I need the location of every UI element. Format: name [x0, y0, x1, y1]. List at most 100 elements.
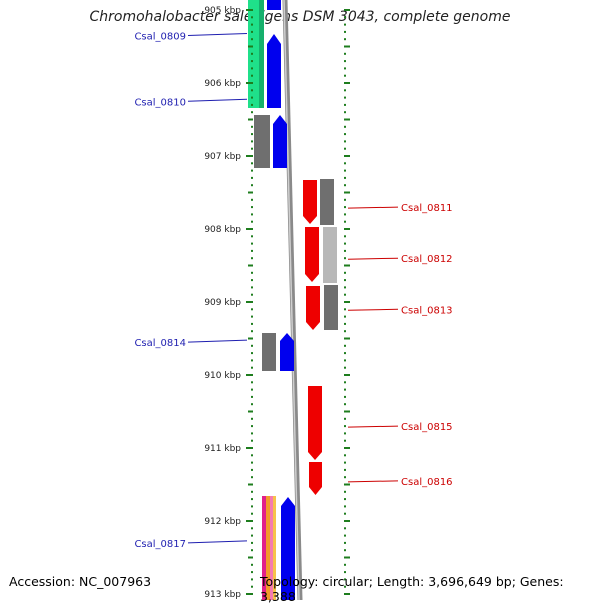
tick-mark [344, 118, 350, 121]
kbp-label: 909 kbp [204, 298, 241, 308]
feature-grey-block [262, 333, 276, 371]
cds-arrow-red [308, 386, 322, 460]
tick-mark [251, 220, 253, 223]
tick-mark [344, 585, 346, 588]
gene-leader-line [187, 98, 248, 102]
tick-mark [344, 352, 346, 355]
tick-mark [251, 315, 253, 318]
tick-mark [344, 249, 346, 252]
gene-label-left[interactable]: Csal_0809 [134, 32, 186, 43]
feature-pink [270, 496, 273, 600]
gene-leader-line [347, 308, 399, 311]
tick-mark [344, 213, 346, 216]
tick-mark [344, 388, 346, 391]
gene-label-right[interactable]: Csal_0815 [401, 422, 453, 433]
tick-mark [251, 490, 253, 493]
kbp-label: 912 kbp [204, 517, 241, 527]
tick-mark [344, 301, 350, 303]
tick-mark [251, 366, 253, 369]
tick-mark [344, 425, 346, 428]
tick-mark [344, 322, 346, 325]
tick-mark [344, 198, 346, 201]
tick-mark [251, 330, 253, 333]
tick-mark [251, 454, 253, 457]
tick-mark [344, 293, 346, 296]
tick-mark [248, 191, 253, 194]
feature-teal-track-shade [259, 0, 264, 108]
tick-mark [251, 388, 253, 391]
tick-mark [248, 118, 253, 121]
cds-arrow-red [309, 462, 322, 495]
tick-mark [251, 585, 253, 588]
gene-leader-line [347, 206, 399, 209]
tick-mark [251, 213, 253, 216]
tick-mark [344, 184, 346, 187]
gene-leader-line [187, 33, 248, 37]
tick-mark [251, 403, 253, 406]
tick-mark [344, 264, 350, 267]
tick-mark [248, 337, 253, 340]
tick-mark [251, 425, 253, 428]
tick-mark [251, 563, 253, 566]
tick-mark [344, 461, 346, 464]
tick-mark [344, 541, 346, 544]
cds-arrow-blue [281, 497, 295, 600]
tick-mark [251, 111, 253, 114]
tick-mark [246, 82, 253, 84]
tick-mark [344, 169, 346, 172]
gene-label-left[interactable]: Csal_0817 [134, 539, 186, 550]
tick-mark [251, 381, 253, 384]
gene-label-right[interactable]: Csal_0811 [401, 203, 453, 214]
gene-label-right[interactable]: Csal_0816 [401, 477, 453, 488]
tick-mark [251, 352, 253, 355]
tick-mark [251, 206, 253, 209]
tick-mark [251, 16, 253, 19]
tick-mark [344, 534, 346, 537]
tick-mark [344, 147, 346, 150]
tick-mark [248, 264, 253, 267]
tick-mark [344, 89, 346, 92]
tick-mark [344, 593, 350, 595]
tick-mark [251, 74, 253, 77]
tick-mark [344, 96, 346, 99]
cds-arrow-red [306, 286, 320, 330]
gene-label-right[interactable]: Csal_0812 [401, 254, 453, 265]
cds-arrow-blue [280, 333, 294, 371]
tick-mark [344, 74, 346, 77]
tick-mark [344, 315, 346, 318]
tick-mark [344, 359, 346, 362]
tick-mark [344, 490, 346, 493]
tick-mark [344, 527, 346, 530]
cds-arrow-blue [267, 34, 281, 108]
tick-mark [251, 432, 253, 435]
tick-mark [251, 169, 253, 172]
tick-mark [251, 96, 253, 99]
tick-mark [344, 556, 350, 559]
tick-mark [251, 23, 253, 26]
gene-label-left[interactable]: Csal_0814 [134, 338, 186, 349]
tick-mark [251, 571, 253, 574]
tick-mark [251, 147, 253, 150]
tick-mark [344, 257, 346, 260]
tick-mark [344, 191, 350, 194]
tick-mark [344, 286, 346, 289]
tick-mark [344, 271, 346, 274]
tick-mark [344, 45, 350, 48]
tick-marks-right [344, 9, 350, 595]
gene-label-left[interactable]: Csal_0810 [134, 97, 186, 108]
tick-mark [344, 578, 346, 581]
tick-mark [246, 374, 253, 376]
tick-mark [251, 293, 253, 296]
tick-mark [251, 140, 253, 143]
accession-text: Accession: NC_007963 [9, 574, 152, 589]
tick-mark [248, 483, 253, 486]
tick-mark [344, 366, 346, 369]
kbp-label: 910 kbp [204, 371, 241, 381]
tick-mark [344, 82, 350, 84]
tick-mark [344, 410, 350, 413]
gene-label-right[interactable]: Csal_0813 [401, 305, 453, 316]
tick-mark [251, 198, 253, 201]
tick-mark [251, 89, 253, 92]
tick-mark [344, 176, 346, 179]
tick-mark [344, 162, 346, 165]
